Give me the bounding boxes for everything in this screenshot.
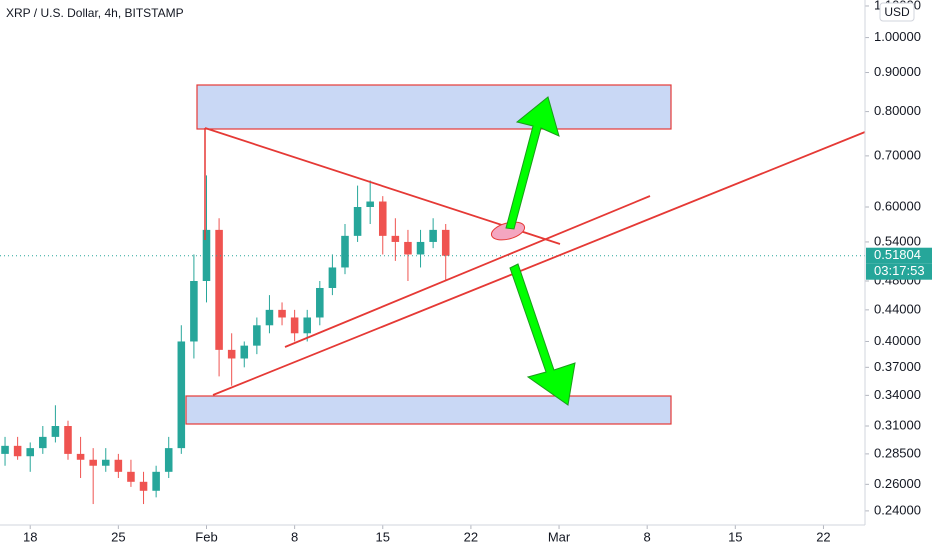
x-tick-label: Mar (548, 529, 571, 544)
x-tick-label: 8 (644, 529, 651, 544)
candle-body (1, 445, 9, 454)
candle-body (76, 453, 85, 460)
y-tick-label: 0.54000 (874, 233, 921, 248)
trend-line (284, 195, 651, 348)
candle-body (139, 481, 148, 491)
candle-body (416, 241, 425, 255)
drawings (185, 84, 672, 425)
y-tick-label: 0.37000 (874, 359, 921, 374)
candle-body (152, 471, 160, 491)
candle-body (429, 229, 437, 242)
x-tick-label: Feb (195, 529, 217, 544)
y-tick-label: 0.40000 (874, 333, 921, 348)
candle-body (391, 235, 400, 242)
trend-line (212, 131, 866, 396)
candle-body (341, 235, 349, 268)
candle-body (127, 471, 135, 482)
candle-body (253, 325, 261, 346)
candle-body (404, 241, 412, 255)
y-tick-label: 0.28500 (874, 445, 921, 460)
x-tick-label: 8 (291, 529, 298, 544)
candle-body (26, 448, 34, 457)
currency-label[interactable]: USD (884, 5, 910, 19)
y-tick-label: 0.90000 (874, 64, 921, 79)
candle-body (366, 201, 374, 207)
countdown: 03:17:53 (874, 263, 925, 278)
candle-body (378, 201, 387, 236)
x-tick-label: 15 (728, 529, 742, 544)
candle-body (303, 317, 311, 334)
last-price-label: 0.51804 (874, 247, 921, 262)
target-zone (196, 84, 672, 130)
breakout-ellipse (490, 221, 526, 241)
candle-body (353, 206, 362, 236)
countdown-box (866, 263, 932, 280)
x-tick-label: 22 (816, 529, 830, 544)
candle-body (265, 309, 274, 326)
candle-body (64, 426, 72, 454)
target-zone (185, 395, 672, 425)
up-arrow (505, 96, 560, 230)
y-tick-label: 0.31000 (874, 417, 921, 432)
candle-body (89, 459, 97, 466)
x-tick-label: 18 (23, 529, 37, 544)
candle-body (240, 345, 249, 359)
y-tick-label: 0.80000 (874, 103, 921, 118)
candle-body (101, 459, 110, 466)
down-arrow (509, 263, 576, 406)
y-tick-label: 0.24000 (874, 502, 921, 517)
y-tick-label: 0.34000 (874, 387, 921, 402)
x-tick-label: 15 (376, 529, 390, 544)
currency-button[interactable] (879, 2, 915, 22)
y-tick-label: 0.70000 (874, 147, 921, 162)
x-tick-label: 22 (464, 529, 478, 544)
candle-body (39, 436, 47, 449)
y-tick-label: 1.00000 (874, 29, 921, 44)
candle-body (290, 317, 299, 334)
candle-body (441, 229, 450, 256)
y-tick-label: 0.26000 (874, 476, 921, 491)
y-tick-label: 0.60000 (874, 198, 921, 213)
candle-body (177, 341, 186, 449)
candle-body (13, 445, 22, 457)
candle-body (328, 267, 337, 288)
candle-body (215, 229, 223, 350)
chart-title: XRP / U.S. Dollar, 4h, BITSTAMP (6, 6, 184, 20)
x-tick-label: 25 (111, 529, 125, 544)
candle-body (190, 281, 198, 342)
candle-body (227, 349, 236, 359)
candle-body (202, 229, 211, 282)
candle-body (114, 459, 123, 472)
candle-body (316, 287, 324, 318)
y-tick-label: 0.44000 (874, 301, 921, 316)
last-price-box (866, 247, 932, 264)
trend-drawings (204, 96, 866, 406)
candle-body (164, 448, 173, 472)
candle-body (51, 426, 60, 437)
candle-body (278, 309, 286, 318)
